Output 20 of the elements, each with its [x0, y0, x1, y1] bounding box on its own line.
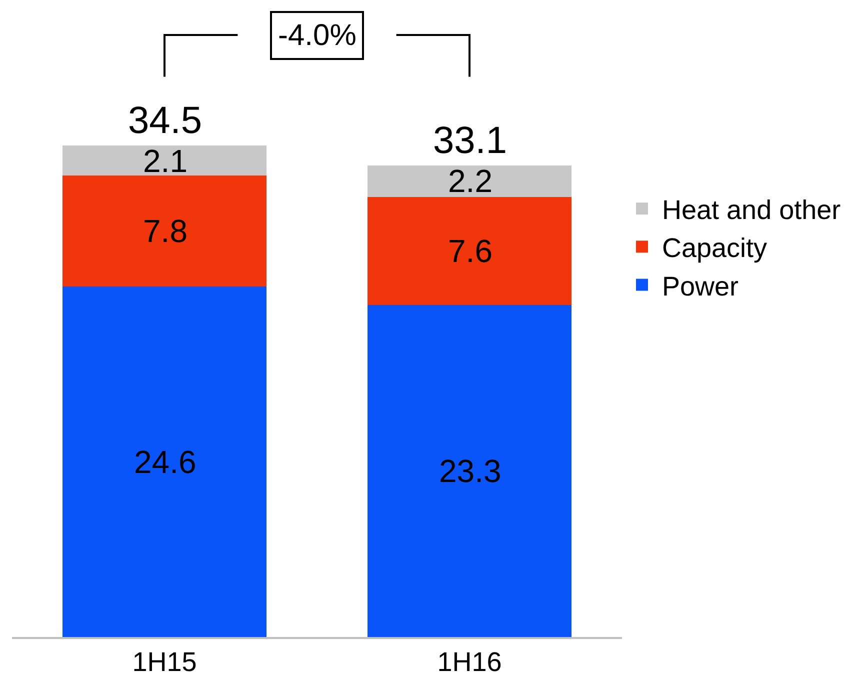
- bar: [62, 176, 267, 287]
- legend-label: Heat and other: [662, 195, 841, 226]
- x-tick-label: 1H15: [132, 647, 197, 678]
- data-label: 2.2: [448, 163, 492, 199]
- bar: [62, 286, 267, 637]
- bar: [367, 166, 572, 197]
- legend-label: Capacity: [662, 233, 768, 264]
- data-label: 7.8: [143, 213, 188, 249]
- data-label: 23.3: [439, 453, 502, 489]
- text: -4.0%: [278, 19, 356, 52]
- total-label: 33.1: [433, 120, 507, 162]
- bar: [62, 146, 267, 176]
- bar: [367, 305, 572, 637]
- total-label: 34.5: [128, 100, 202, 142]
- data-label: 2.1: [143, 143, 188, 179]
- legend-label: Power: [662, 271, 739, 302]
- data-label: 7.6: [448, 233, 492, 269]
- x-tick-label: 1H16: [437, 647, 502, 678]
- data-label: 24.6: [134, 444, 196, 480]
- bar: [367, 196, 572, 306]
